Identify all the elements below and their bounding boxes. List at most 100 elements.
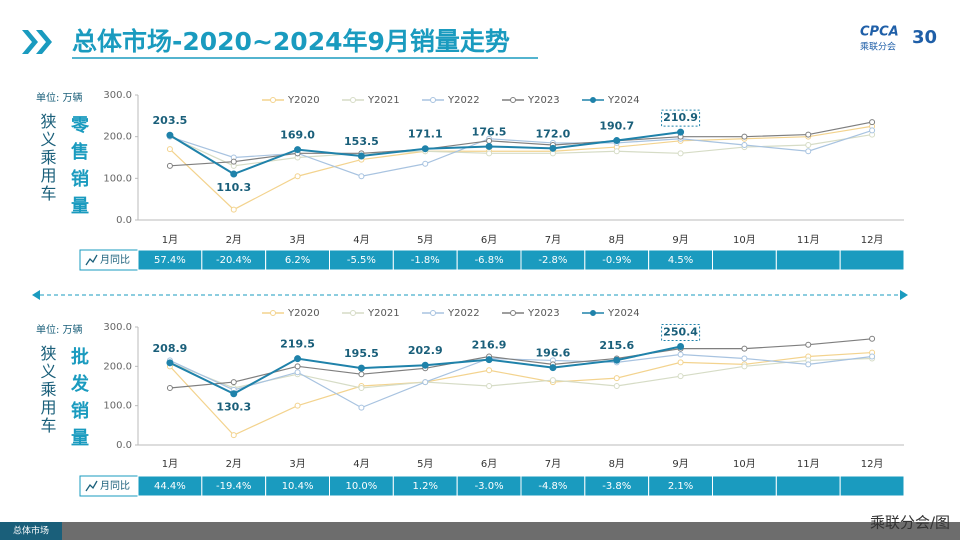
data-label: 190.7 [599, 120, 634, 133]
data-label: 196.6 [536, 347, 571, 360]
legend-marker [590, 97, 596, 103]
point [549, 377, 556, 384]
point [421, 145, 429, 153]
point [869, 119, 876, 126]
yoy-value: 10.0% [346, 481, 378, 492]
x-tick-label: 1月 [162, 458, 178, 470]
yoy-cell [775, 475, 841, 497]
series-line [169, 357, 873, 389]
x-tick-label: 11月 [797, 234, 820, 246]
data-label: 153.5 [344, 135, 379, 148]
legend-marker [350, 97, 356, 103]
data-label: 250.4 [663, 326, 698, 339]
legend-marker [270, 97, 276, 103]
point [294, 146, 302, 154]
point [741, 363, 748, 370]
point [613, 356, 621, 364]
yoy-cell [712, 475, 777, 497]
x-tick-label: 6月 [481, 234, 497, 246]
yoy-icon [85, 480, 98, 492]
series-line [169, 351, 873, 436]
point [485, 356, 493, 364]
x-tick-label: 12月 [861, 234, 884, 246]
point [613, 375, 620, 382]
data-label: 172.0 [536, 127, 571, 140]
y-tick-label: 200.0 [103, 132, 132, 143]
point [805, 341, 812, 348]
data-label: 219.5 [280, 338, 315, 351]
point [294, 173, 301, 180]
legend-marker [430, 310, 436, 316]
legend-label: Y2023 [527, 308, 560, 319]
legend-label: Y2024 [607, 95, 640, 106]
point [677, 373, 684, 380]
x-tick-label: 5月 [417, 458, 433, 470]
point [294, 402, 301, 409]
x-tick-label: 1月 [162, 234, 178, 246]
yoy-value: 10.4% [282, 481, 314, 492]
point [741, 133, 748, 140]
metric-label: 零售销量 [68, 115, 90, 223]
point [677, 351, 684, 358]
y-tick-label: 300.0 [103, 322, 132, 333]
point [486, 367, 493, 374]
yoy-cell [839, 249, 905, 271]
y-tick-label: 300.0 [103, 90, 132, 101]
x-tick-label: 8月 [609, 458, 625, 470]
y-tick-label: 100.0 [103, 173, 132, 184]
data-label: 110.3 [216, 181, 251, 194]
x-tick-label: 12月 [861, 458, 884, 470]
data-label: 203.5 [153, 114, 188, 127]
point [230, 158, 237, 165]
legend-label: Y2024 [607, 308, 640, 319]
point [805, 131, 812, 138]
yoy-value: -19.4% [216, 481, 251, 492]
x-tick-label: 8月 [609, 234, 625, 246]
point [549, 364, 557, 372]
yoy-value: 1.2% [413, 481, 438, 492]
point [486, 383, 493, 389]
point [230, 206, 237, 213]
series-line [169, 353, 873, 409]
logo-sub: 乘联分会 [860, 41, 896, 53]
side-label: 狭义乘用车 [38, 113, 57, 203]
x-tick-label: 6月 [481, 458, 497, 470]
point [358, 404, 365, 411]
series-line [169, 125, 873, 211]
x-tick-label: 9月 [672, 234, 688, 246]
point [166, 384, 173, 391]
legend-marker [430, 97, 436, 103]
yoy-icon [85, 254, 98, 266]
point [485, 142, 493, 150]
point [869, 335, 876, 342]
point [677, 343, 685, 351]
point [358, 384, 365, 391]
yoy-value: -3.8% [602, 481, 631, 492]
point [549, 144, 557, 152]
x-tick-label: 7月 [545, 234, 561, 246]
point [422, 379, 429, 386]
x-tick-label: 11月 [797, 458, 820, 470]
y-tick-label: 0.0 [116, 440, 132, 451]
yoy-value: -20.4% [216, 255, 251, 266]
point [613, 383, 620, 389]
side-label: 狭义乘用车 [38, 345, 57, 435]
metric-label: 批发销量 [68, 346, 90, 455]
point [486, 137, 493, 144]
highlight-box [661, 109, 701, 127]
point [166, 146, 173, 153]
point [421, 361, 429, 369]
header-chevron [22, 30, 52, 54]
highlight-box [661, 324, 701, 342]
y-tick-label: 100.0 [103, 401, 132, 412]
footer-tab-bg[interactable] [0, 522, 62, 540]
data-label: 215.6 [599, 339, 634, 352]
point [805, 148, 812, 155]
x-tick-label: 4月 [353, 458, 369, 470]
x-tick-label: 9月 [672, 458, 688, 470]
legend-marker [350, 310, 356, 316]
data-label: 171.1 [408, 128, 443, 141]
yoy-value: 57.4% [154, 255, 186, 266]
data-label: 195.5 [344, 347, 379, 360]
footer-tab[interactable]: 总体市场 [13, 525, 49, 537]
